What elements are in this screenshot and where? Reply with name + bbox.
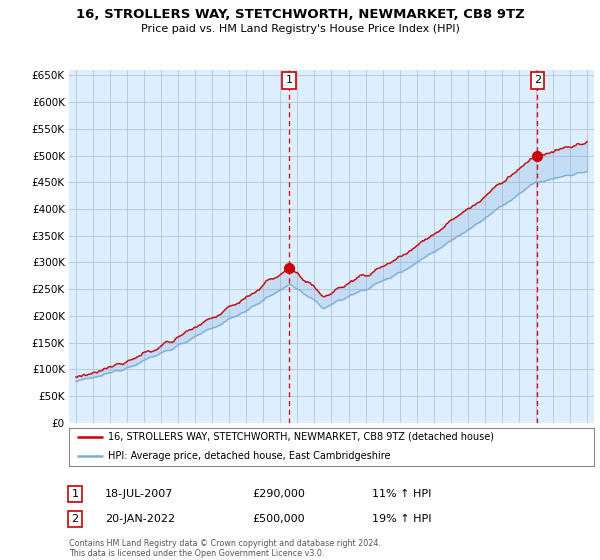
Text: 20-JAN-2022: 20-JAN-2022 [105, 514, 175, 524]
Text: Contains HM Land Registry data © Crown copyright and database right 2024.
This d: Contains HM Land Registry data © Crown c… [69, 539, 381, 558]
Text: 1: 1 [71, 489, 79, 499]
Text: 11% ↑ HPI: 11% ↑ HPI [372, 489, 431, 499]
Text: £500,000: £500,000 [252, 514, 305, 524]
Text: HPI: Average price, detached house, East Cambridgeshire: HPI: Average price, detached house, East… [109, 451, 391, 461]
Text: 16, STROLLERS WAY, STETCHWORTH, NEWMARKET, CB8 9TZ (detached house): 16, STROLLERS WAY, STETCHWORTH, NEWMARKE… [109, 432, 494, 442]
Text: 2: 2 [534, 75, 541, 85]
Text: 19% ↑ HPI: 19% ↑ HPI [372, 514, 431, 524]
Text: Price paid vs. HM Land Registry's House Price Index (HPI): Price paid vs. HM Land Registry's House … [140, 24, 460, 34]
Text: 18-JUL-2007: 18-JUL-2007 [105, 489, 173, 499]
Text: £290,000: £290,000 [252, 489, 305, 499]
Text: 2: 2 [71, 514, 79, 524]
Text: 1: 1 [286, 75, 292, 85]
Text: 16, STROLLERS WAY, STETCHWORTH, NEWMARKET, CB8 9TZ: 16, STROLLERS WAY, STETCHWORTH, NEWMARKE… [76, 8, 524, 21]
